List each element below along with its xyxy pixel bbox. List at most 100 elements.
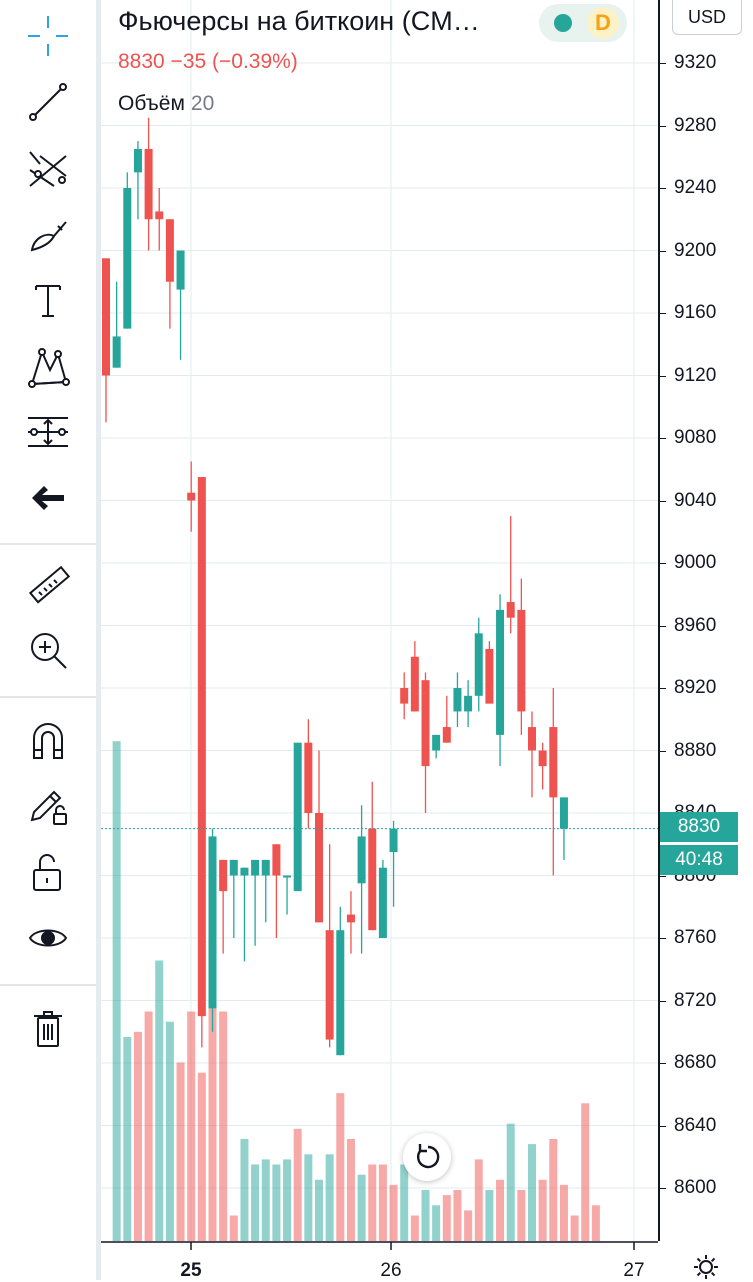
volume-bar bbox=[229, 1215, 238, 1241]
candle-body bbox=[549, 727, 558, 798]
candle-body bbox=[474, 633, 483, 696]
crosshair-icon[interactable] bbox=[14, 8, 82, 64]
text-tool-icon[interactable] bbox=[14, 272, 82, 328]
price-change-readout: 8830 −35 (−0.39%) bbox=[118, 50, 298, 73]
toolbar-divider bbox=[0, 984, 96, 986]
volume-bar bbox=[559, 1184, 568, 1241]
price-tick bbox=[658, 1188, 666, 1189]
volume-bar bbox=[400, 1164, 409, 1241]
zoom-in-icon[interactable] bbox=[14, 622, 82, 678]
chart-pane[interactable] bbox=[101, 0, 658, 1280]
settings-gear-button[interactable] bbox=[690, 1252, 722, 1280]
candle-body bbox=[538, 750, 547, 767]
candle-body bbox=[272, 844, 281, 876]
candle-body bbox=[325, 930, 334, 1040]
candle-body bbox=[389, 828, 398, 853]
price-tick-label: 9120 bbox=[674, 364, 717, 386]
price-tick bbox=[658, 688, 666, 689]
volume-bar bbox=[410, 1215, 419, 1241]
reset-chart-button[interactable] bbox=[403, 1133, 451, 1181]
volume-bar bbox=[251, 1164, 260, 1241]
volume-bar bbox=[496, 1179, 505, 1241]
pitchfork-icon[interactable] bbox=[14, 140, 82, 196]
volume-bar bbox=[421, 1190, 430, 1241]
volume-bar bbox=[304, 1154, 313, 1241]
time-axis-ticks bbox=[190, 1242, 635, 1250]
time-tick-label: 27 bbox=[623, 1260, 645, 1281]
eye-icon[interactable] bbox=[14, 910, 82, 966]
toolbar-divider bbox=[0, 543, 96, 545]
price-axis[interactable]: 9320 9280 9240 9200 9160 9120 9080 9040 9000 8960… bbox=[658, 0, 753, 1241]
brush-icon[interactable] bbox=[14, 206, 82, 262]
candle-body bbox=[496, 609, 505, 735]
candle-body bbox=[240, 867, 249, 876]
ruler-icon[interactable] bbox=[14, 558, 82, 614]
volume-bar bbox=[591, 1205, 600, 1241]
volume-bar bbox=[240, 1139, 249, 1241]
candle-body bbox=[293, 742, 302, 892]
candle-body bbox=[485, 648, 494, 704]
volume-legend[interactable]: Объём 20 bbox=[118, 92, 214, 116]
price-tick-label: 9040 bbox=[674, 489, 717, 511]
candle-body bbox=[346, 914, 355, 923]
reset-icon bbox=[416, 1144, 440, 1169]
volume-bar bbox=[293, 1128, 302, 1241]
magnet-icon[interactable] bbox=[14, 712, 82, 768]
price-tick bbox=[658, 375, 666, 377]
candle-body bbox=[261, 859, 270, 876]
volume-bar bbox=[165, 1021, 174, 1241]
prediction-icon[interactable] bbox=[14, 404, 82, 460]
volume-bar bbox=[261, 1159, 270, 1241]
volume-bars bbox=[112, 741, 600, 1241]
last-price-label: 8830 bbox=[660, 812, 738, 842]
lock-drawing-icon[interactable] bbox=[14, 778, 82, 834]
price-tick bbox=[658, 1063, 666, 1064]
volume-bar bbox=[453, 1190, 462, 1241]
volume-bar bbox=[112, 741, 121, 1241]
volume-bar bbox=[517, 1190, 526, 1241]
candle-body bbox=[133, 148, 142, 173]
candle-body bbox=[315, 813, 323, 923]
volume-bar bbox=[506, 1123, 515, 1241]
volume-bar bbox=[378, 1164, 387, 1241]
pattern-icon[interactable] bbox=[14, 338, 82, 394]
price-tick-label: 9200 bbox=[674, 239, 717, 261]
currency-button[interactable]: USD bbox=[672, 0, 742, 35]
volume-bar bbox=[549, 1139, 558, 1241]
volume-bar bbox=[155, 960, 164, 1241]
candle-body bbox=[208, 836, 217, 1009]
toolbar-divider bbox=[0, 696, 96, 698]
price-tick-label: 9280 bbox=[674, 114, 717, 136]
price-tick-label: 8920 bbox=[674, 677, 717, 698]
candle-body bbox=[165, 219, 174, 282]
candle-body bbox=[506, 602, 515, 618]
volume-length-value: 20 bbox=[190, 92, 215, 115]
unlock-icon[interactable] bbox=[14, 844, 82, 900]
price-tick-label: 9320 bbox=[674, 52, 717, 73]
price-tick-label: 8720 bbox=[674, 989, 717, 1011]
candle-body bbox=[102, 258, 110, 376]
price-tick-label: 8600 bbox=[674, 1177, 717, 1198]
candle-body bbox=[304, 742, 313, 813]
market-status-pill[interactable]: D bbox=[539, 4, 627, 42]
symbol-title[interactable]: Фьючерсы на биткоин (CM… bbox=[118, 6, 480, 36]
volume-bar bbox=[336, 1093, 345, 1241]
price-tick-label: 9000 bbox=[674, 552, 717, 573]
volume-bar bbox=[538, 1179, 547, 1241]
candle-body bbox=[155, 211, 164, 220]
trash-icon[interactable] bbox=[14, 1000, 82, 1056]
delayed-data-badge: D bbox=[587, 7, 619, 39]
trend-line-icon[interactable] bbox=[14, 74, 82, 130]
candle-body bbox=[229, 859, 238, 876]
gear-icon bbox=[694, 1255, 718, 1279]
volume-bar bbox=[283, 1159, 292, 1241]
volume-bar bbox=[389, 1184, 398, 1241]
price-tick bbox=[658, 938, 666, 939]
candlestick-series bbox=[102, 117, 568, 1056]
back-arrow-icon[interactable] bbox=[14, 470, 82, 526]
candle-body bbox=[176, 250, 185, 290]
volume-bar bbox=[368, 1164, 377, 1241]
price-axis-line bbox=[658, 0, 660, 1241]
volume-bar bbox=[485, 1190, 494, 1241]
volume-bar bbox=[123, 1037, 132, 1241]
